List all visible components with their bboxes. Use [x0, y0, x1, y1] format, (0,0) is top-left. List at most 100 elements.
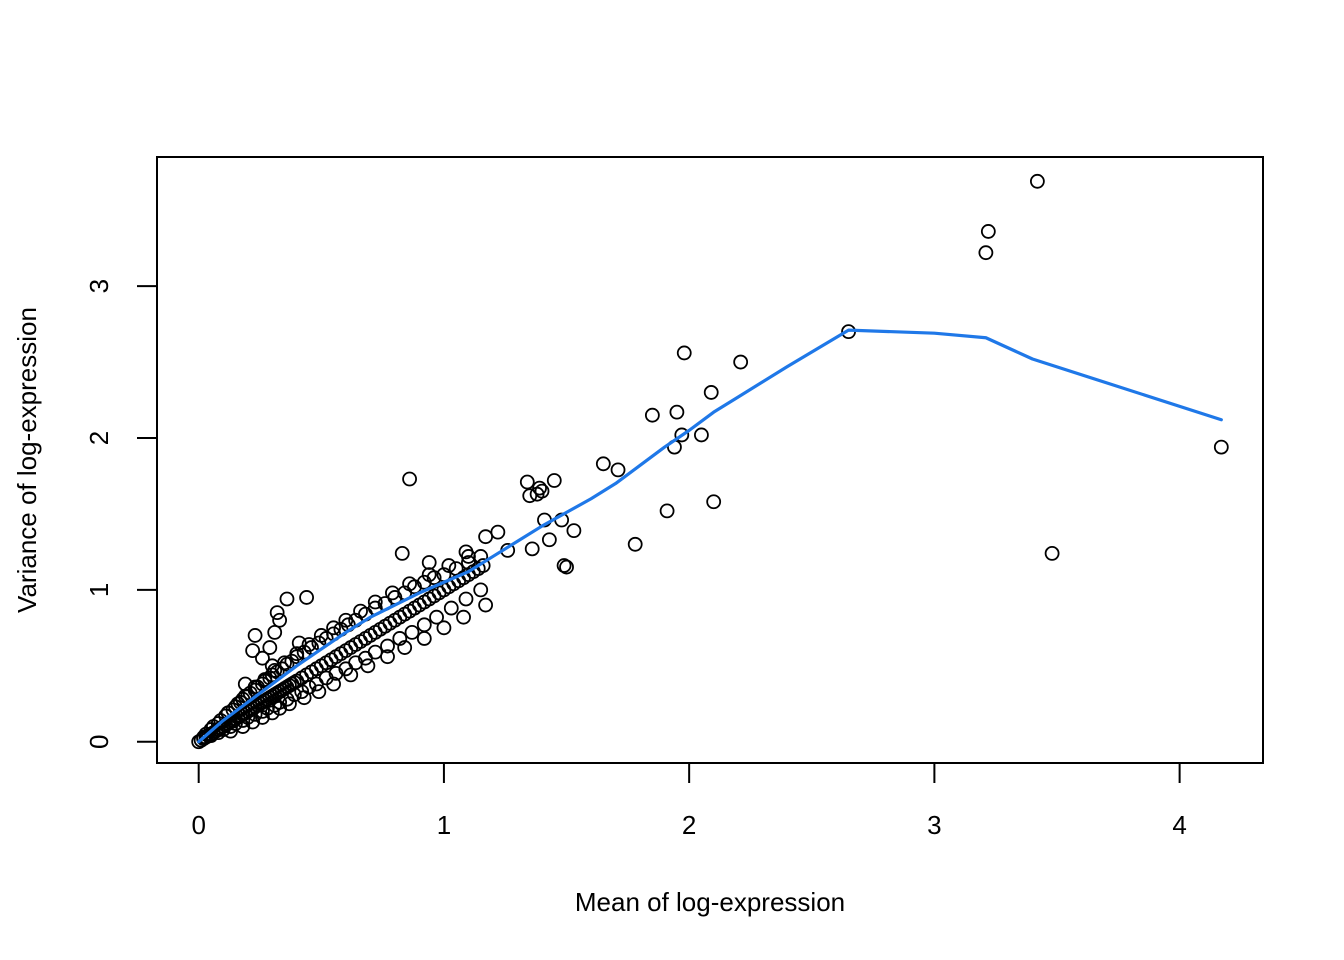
data-point — [309, 676, 324, 692]
data-point — [272, 612, 288, 628]
data-point — [228, 716, 243, 731]
y-tick-label: 3 — [84, 279, 114, 293]
data-points — [191, 173, 1229, 750]
data-point — [1213, 439, 1229, 455]
data-point — [257, 672, 273, 687]
data-point — [264, 705, 280, 721]
data-point — [262, 640, 278, 655]
data-point — [541, 532, 557, 548]
y-tick-label: 2 — [84, 431, 114, 445]
data-point — [1029, 173, 1045, 189]
y-axis: 0 1 2 3 — [84, 279, 158, 749]
data-point — [326, 676, 341, 692]
data-point — [532, 480, 547, 496]
data-point — [980, 224, 996, 239]
data-point — [264, 658, 280, 674]
data-point — [674, 427, 690, 443]
data-point — [247, 679, 263, 695]
x-tick-label: 0 — [191, 810, 205, 840]
data-point — [353, 603, 368, 619]
x-tick-label: 3 — [927, 810, 941, 840]
data-point — [559, 559, 574, 575]
y-axis-label: Variance of log-expression — [12, 307, 42, 613]
data-point — [367, 644, 383, 660]
data-point — [421, 555, 437, 570]
data-point — [566, 523, 582, 539]
data-point — [978, 245, 994, 261]
y-tick-label: 1 — [84, 583, 114, 597]
data-point — [402, 576, 417, 592]
data-point — [289, 646, 305, 662]
trend-line — [197, 328, 1223, 744]
data-point — [456, 609, 471, 625]
data-point — [490, 524, 506, 540]
data-point — [519, 474, 535, 490]
data-point — [703, 385, 719, 400]
y-tick-label: 0 — [84, 735, 114, 749]
data-point — [404, 624, 420, 640]
data-point — [326, 620, 341, 636]
data-point — [380, 638, 395, 654]
data-point — [215, 722, 231, 737]
data-point — [733, 354, 749, 370]
data-point — [286, 687, 302, 703]
data-point — [272, 694, 288, 710]
data-point — [247, 628, 263, 643]
data-point — [392, 631, 408, 646]
data-point — [402, 471, 417, 487]
data-point — [279, 591, 295, 607]
data-point — [473, 582, 489, 598]
data-point — [311, 684, 327, 700]
data-point — [245, 643, 261, 659]
data-point — [429, 609, 444, 625]
data-point — [367, 594, 383, 610]
data-point — [595, 456, 611, 472]
x-tick-label: 4 — [1172, 810, 1186, 840]
data-point — [458, 544, 474, 560]
data-point — [237, 676, 253, 692]
data-point — [301, 637, 317, 652]
data-point — [247, 706, 263, 722]
data-point — [296, 690, 312, 706]
data-point — [380, 649, 395, 665]
data-point — [313, 628, 329, 643]
data-point — [461, 555, 476, 570]
data-point — [556, 558, 572, 573]
data-point — [706, 494, 722, 510]
data-point — [443, 600, 459, 616]
data-point — [397, 640, 413, 655]
data-point — [436, 620, 452, 636]
data-point — [522, 488, 538, 504]
x-tick-label: 2 — [682, 810, 696, 840]
data-point — [478, 529, 494, 545]
data-point — [659, 503, 675, 519]
data-point — [416, 617, 432, 633]
data-point — [458, 591, 474, 607]
data-point — [448, 561, 464, 576]
data-point — [478, 597, 494, 613]
data-point — [291, 635, 307, 651]
data-point — [694, 427, 709, 443]
data-point — [282, 696, 297, 712]
x-axis: 0 1 2 3 4 — [191, 762, 1187, 840]
data-point — [669, 404, 685, 420]
x-axis-label: Mean of log-expression — [575, 887, 845, 917]
data-point — [296, 644, 312, 660]
data-point — [610, 462, 626, 478]
data-point — [416, 631, 432, 646]
data-point — [394, 546, 410, 561]
data-point — [196, 729, 211, 745]
data-point — [240, 710, 256, 725]
data-point — [269, 605, 285, 621]
x-tick-label: 1 — [437, 810, 451, 840]
data-point — [338, 612, 354, 628]
data-point — [299, 590, 314, 605]
data-point — [360, 658, 376, 674]
data-point — [546, 473, 562, 488]
data-point — [524, 541, 540, 557]
data-point — [644, 407, 660, 423]
data-point — [676, 345, 692, 361]
data-point — [441, 558, 457, 573]
data-point — [1044, 546, 1060, 561]
